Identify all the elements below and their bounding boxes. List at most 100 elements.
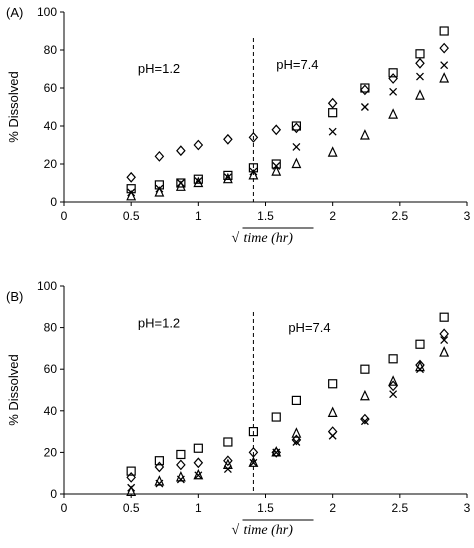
- cross-stroke: [328, 431, 337, 440]
- data-point-cross: [292, 438, 301, 446]
- chart-panel-a: (A) 0 20 40 60 80 100 0 0.5 1 1.5 2 2.5 3 % Dissolved…: [6, 5, 471, 246]
- data-point-triangle: [126, 189, 137, 201]
- data-point-diamond: [154, 150, 165, 162]
- data-point-cross: [223, 465, 232, 473]
- data-point-diamond: [126, 471, 136, 483]
- y-tick-label: 0: [50, 195, 57, 209]
- data-point-triangle: [248, 168, 259, 180]
- cross-stroke: [389, 87, 398, 96]
- data-point-triangle: [175, 470, 186, 482]
- y-tick-label: 60: [44, 81, 58, 95]
- x-axis-label: time (hr): [244, 523, 294, 538]
- cross-stroke: [292, 142, 301, 151]
- x-tick-label: 0.5: [123, 501, 140, 515]
- data-point-triangle: [175, 180, 186, 191]
- data-point-square: [193, 443, 203, 453]
- ph-annotation: pH=7.4: [288, 320, 330, 335]
- data-point-diamond: [291, 122, 302, 134]
- data-point-triangle: [439, 72, 450, 83]
- data-point-square: [248, 427, 259, 437]
- data-point-diamond: [388, 73, 398, 84]
- x-tick-label: 3: [464, 501, 471, 515]
- panel-label-b: (B): [6, 289, 23, 304]
- x-tick-label: 0: [61, 209, 68, 223]
- cross-stroke: [249, 458, 258, 467]
- data-point-square: [291, 121, 301, 131]
- data-point-diamond: [248, 131, 259, 143]
- data-point-diamond: [193, 139, 204, 151]
- data-point-square: [176, 449, 186, 460]
- y-tick-label: 20: [44, 445, 58, 459]
- data-point-square: [328, 379, 338, 389]
- x-tick-label: 2.5: [391, 209, 408, 223]
- data-point-triangle: [327, 406, 338, 417]
- data-point-square: [223, 437, 233, 447]
- y-tick-label: 80: [44, 43, 58, 57]
- data-point-triangle: [327, 146, 338, 157]
- y-tick-label: 100: [37, 5, 57, 19]
- y-axis-label: % Dissolved: [6, 71, 21, 143]
- data-point-diamond: [223, 455, 233, 467]
- data-point-triangle: [271, 445, 282, 457]
- data-point-triangle: [291, 427, 302, 438]
- data-point-square: [360, 364, 370, 374]
- data-point-triangle: [126, 485, 137, 497]
- data-point-triangle: [439, 346, 450, 357]
- data-point-square: [193, 174, 203, 184]
- x-tick-label: 1: [195, 209, 202, 223]
- panel-label-a: (A): [6, 5, 23, 20]
- data-point-square: [388, 354, 398, 364]
- data-point-triangle: [359, 129, 370, 140]
- data-point-triangle: [154, 186, 165, 197]
- data-point-triangle: [291, 157, 302, 169]
- cross-stroke: [328, 127, 337, 136]
- data-point-square: [271, 412, 281, 422]
- cross-stroke: [440, 336, 449, 345]
- data-point-square: [176, 178, 186, 188]
- sqrt-symbol: √: [232, 523, 240, 538]
- data-point-cross: [272, 448, 281, 457]
- data-point-triangle: [222, 172, 233, 184]
- y-tick-label: 100: [37, 279, 57, 293]
- data-point-cross: [360, 417, 369, 426]
- data-point-square: [439, 312, 449, 322]
- cross-stroke: [272, 448, 281, 457]
- data-point-square: [415, 339, 425, 349]
- data-point-triangle: [193, 468, 204, 480]
- x-tick-label: 1.5: [257, 501, 274, 515]
- data-point-triangle: [248, 456, 259, 467]
- cross-stroke: [389, 390, 398, 399]
- data-point-square: [223, 170, 233, 180]
- data-point-cross: [440, 61, 449, 70]
- data-point-triangle: [222, 458, 233, 469]
- data-point-triangle: [388, 108, 399, 119]
- data-point-diamond: [439, 328, 449, 340]
- y-tick-label: 40: [44, 404, 58, 418]
- data-point-cross: [360, 103, 369, 111]
- cross-stroke: [440, 61, 449, 70]
- x-tick-label: 0.5: [123, 209, 140, 223]
- data-point-triangle: [388, 375, 399, 386]
- data-point-diamond: [360, 84, 370, 96]
- data-point-square: [415, 49, 425, 59]
- data-point-cross: [194, 471, 203, 480]
- data-point-diamond: [271, 124, 282, 136]
- data-point-cross: [389, 87, 398, 96]
- chart-panel-b: (B) 0 20 40 60 80 100 0 0.5 1 1.5 2 2.5 3 % Dissolved…: [6, 279, 471, 538]
- data-point-diamond: [176, 145, 186, 157]
- data-point-triangle: [193, 176, 204, 188]
- ph-annotation: pH=7.4: [276, 57, 318, 72]
- y-tick-label: 60: [44, 362, 58, 376]
- data-point-diamond: [193, 457, 204, 469]
- x-tick-label: 2.5: [391, 501, 408, 515]
- y-axis-label: % Dissolved: [6, 354, 21, 426]
- x-tick-label: 2: [329, 209, 336, 223]
- data-point-cross: [416, 72, 424, 81]
- cross-stroke: [292, 438, 301, 446]
- data-point-triangle: [154, 475, 165, 486]
- data-point-cross: [328, 127, 337, 136]
- data-point-triangle: [359, 389, 370, 401]
- y-tick-label: 40: [44, 119, 58, 133]
- data-point-square: [388, 68, 398, 78]
- data-point-diamond: [154, 461, 165, 473]
